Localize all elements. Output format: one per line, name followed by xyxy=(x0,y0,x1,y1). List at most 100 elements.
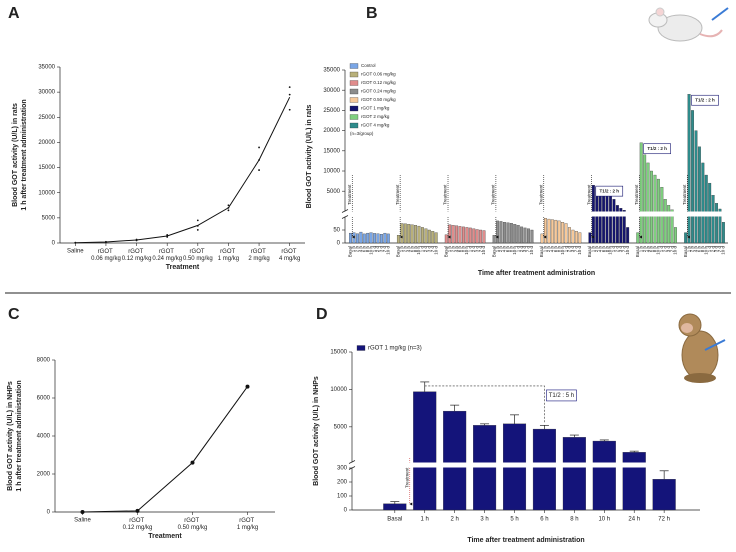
legend-swatch xyxy=(349,80,359,86)
x-tick-label: 7 d xyxy=(382,246,387,253)
x-tick-label: 10 h xyxy=(560,246,565,255)
label-line: 0.50 mg/kg xyxy=(183,256,213,262)
legend-label: rGOT 4 mg/kg xyxy=(361,123,390,128)
y-tick-label: 10000 xyxy=(330,387,347,393)
individual-point xyxy=(258,159,260,161)
x-tick-label: 2 h xyxy=(642,246,647,253)
data-point xyxy=(80,510,85,514)
bar xyxy=(704,174,708,244)
y-tick-label: 5000 xyxy=(334,424,348,430)
x-tick-label: 6 h xyxy=(409,246,414,253)
y-tick-label: 200 xyxy=(337,480,348,486)
x-tick-label: 1 h xyxy=(351,246,356,253)
x-tick-label: 2 h xyxy=(546,246,551,253)
bar xyxy=(663,199,667,244)
x-tick-label: 2 d xyxy=(471,246,476,253)
x-tick-label: Basal xyxy=(635,246,640,257)
bar xyxy=(564,223,568,244)
break-mark xyxy=(348,466,356,470)
x-tick-label: 10 d xyxy=(673,246,678,255)
x-tick-label: 7 d xyxy=(574,246,579,253)
y-tick-label: 6000 xyxy=(37,396,51,402)
treatment-label: Treatment xyxy=(538,184,543,205)
individual-point xyxy=(74,241,77,244)
annotation-box xyxy=(643,143,671,155)
legend-label: rGOT 0.12 mg/kg xyxy=(361,80,396,85)
bar xyxy=(383,232,387,244)
bar xyxy=(520,226,524,244)
x-tick-label: Basal xyxy=(683,246,688,257)
bar xyxy=(615,205,619,244)
panel-letter: B xyxy=(366,5,378,22)
x-tick-label: rGOT 1 mg/kg xyxy=(237,518,258,531)
x-tick-label: rGOT 0.24 mg/kg xyxy=(152,249,182,262)
y-axis-label: Blood GOT activity (U/L) in rats xyxy=(12,103,19,207)
legend-label: rGOT 0.50 mg/kg xyxy=(361,97,396,102)
break-mark xyxy=(348,460,356,464)
treatment-label: Treatment xyxy=(586,184,591,205)
annotation: T1/2 : 5 h xyxy=(549,393,574,399)
bar xyxy=(721,222,725,244)
bar xyxy=(386,233,390,244)
legend-label: rGOT 1 mg/kg (n=3) xyxy=(368,346,422,352)
bar xyxy=(376,233,380,244)
x-tick-label: 1 h xyxy=(686,246,691,253)
x-tick-label: 10 h xyxy=(656,246,661,255)
bar xyxy=(557,220,561,244)
x-tick-label: Basal xyxy=(348,246,353,257)
y-tick-label: 5000 xyxy=(42,215,56,221)
x-tick-label: rGOT 0.12 mg/kg xyxy=(122,249,152,262)
y-tick-label: 0 xyxy=(337,241,341,247)
bar xyxy=(684,232,688,244)
bar xyxy=(718,208,722,244)
individual-point xyxy=(227,206,230,209)
x-tick-label: 2 h xyxy=(402,246,407,253)
axis-break xyxy=(349,462,700,468)
label-line: rGOT xyxy=(220,249,237,255)
bar xyxy=(656,178,660,244)
x-tick-label: 10 d xyxy=(625,246,630,255)
x-tick-label: 10 h xyxy=(598,517,610,523)
legend-swatch xyxy=(349,63,359,69)
individual-point xyxy=(196,225,199,227)
y-tick-label: 0 xyxy=(52,241,56,247)
bar xyxy=(499,221,503,244)
individual-point xyxy=(196,219,199,222)
x-tick-label: 2 h xyxy=(355,246,360,253)
break-mark xyxy=(341,215,349,219)
bar xyxy=(609,195,612,244)
y-tick-label: 20000 xyxy=(323,128,340,134)
individual-point xyxy=(135,238,138,241)
x-tick-label: 72 h xyxy=(658,517,670,523)
individual-point xyxy=(227,204,230,207)
panel-letter: D xyxy=(316,306,328,323)
bar xyxy=(355,233,359,244)
bar xyxy=(602,191,606,244)
bar xyxy=(400,223,404,244)
x-axis-label: Treatment xyxy=(166,264,200,271)
bar xyxy=(578,232,582,244)
x-tick-label: 10 h xyxy=(512,246,517,255)
data-point xyxy=(190,460,195,465)
individual-point xyxy=(196,229,199,231)
x-tick-label: 10 h xyxy=(464,246,469,255)
bar xyxy=(443,410,467,511)
x-tick-label: 10 d xyxy=(385,246,390,255)
data-point xyxy=(245,384,250,389)
bar xyxy=(653,174,657,244)
x-tick-label: 8 h xyxy=(570,517,578,523)
x-tick-label: 3 d xyxy=(426,246,431,253)
x-tick-label: 4 h xyxy=(502,246,507,253)
x-tick-label: 2 d xyxy=(375,246,380,253)
data-point xyxy=(135,508,140,513)
bar xyxy=(619,208,623,244)
bar xyxy=(513,224,517,244)
individual-point xyxy=(105,240,107,243)
x-tick-label: 1 h xyxy=(591,246,596,253)
y-tick-label: 100 xyxy=(337,494,348,500)
bar xyxy=(523,227,527,244)
treatment-label: Treatment xyxy=(634,184,639,205)
label-line: 4 mg/kg xyxy=(279,256,300,262)
annotation-box xyxy=(595,185,624,197)
